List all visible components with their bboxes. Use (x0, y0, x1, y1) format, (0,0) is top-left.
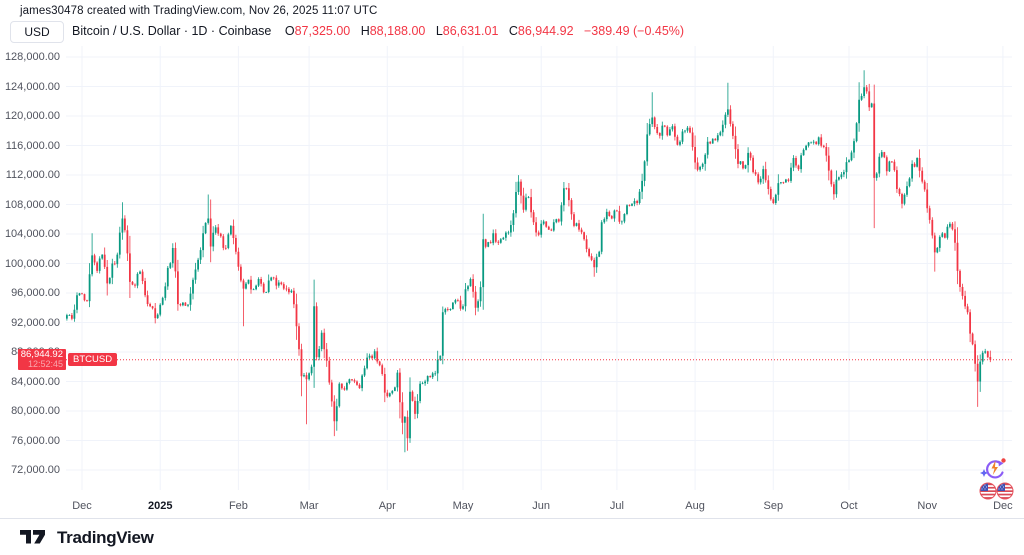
price-scale[interactable]: 128,000.00 124,000.00 120,000.00 116,000.00… (0, 42, 62, 502)
y-axis-label: 120,000.00 (4, 110, 60, 122)
x-axis-label: Aug (685, 500, 705, 512)
x-axis-label: Mar (299, 500, 319, 512)
x-axis-label: 2025 (147, 500, 173, 512)
tradingview-logo[interactable]: TradingView (20, 528, 154, 548)
ohlc-close: C86,944.92 (508, 24, 574, 38)
y-axis-label: 128,000.00 (4, 51, 60, 63)
x-axis-label: Oct (840, 500, 858, 512)
x-axis-label: Feb (228, 500, 248, 512)
x-axis-label: Jun (532, 500, 551, 512)
y-axis-label: 124,000.00 (4, 80, 60, 93)
x-axis-label: Dec (72, 500, 92, 512)
price-chart-pane[interactable]: 128,000.00 124,000.00 120,000.00 116,000.00… (0, 42, 1024, 518)
ohlc-open: O87,325.00 (284, 24, 351, 38)
y-axis-label: 76,000.00 (11, 434, 60, 447)
y-axis-label: 100,000.00 (4, 257, 60, 270)
y-axis-label: 112,000.00 (5, 169, 60, 181)
usa-flag-icon (996, 482, 1014, 500)
tradingview-logo-text: TradingView (57, 527, 154, 547)
tradingview-logo-icon (20, 530, 45, 544)
symbol-title[interactable]: Bitcoin / U.S. Dollar · 1D · Coinbase (72, 24, 272, 38)
x-axis-label: Sep (763, 500, 784, 512)
usa-flag-icon (979, 482, 997, 500)
candlestick-canvas[interactable] (0, 42, 1024, 518)
y-axis-label: 104,000.00 (4, 228, 60, 240)
attribution-text: james30478 created with TradingView.com,… (20, 5, 378, 17)
last-price-value: 86,944.92 (20, 349, 63, 361)
chart-stickers (972, 456, 1016, 500)
symbol-chip: BTCUSD (68, 353, 118, 367)
bar-countdown: 12:52:45 (27, 359, 63, 370)
y-axis-label: 92,000.00 (11, 316, 60, 329)
ohlc-low: L86,631.01 (435, 24, 499, 38)
currency-button[interactable]: USD (10, 21, 64, 43)
ohlc-high: H88,188.00 (360, 24, 426, 38)
y-axis-label: 80,000.00 (11, 405, 60, 417)
chart-legend: Bitcoin / U.S. Dollar · 1D · Coinbase O8… (72, 24, 684, 38)
footer-bar: TradingView (0, 518, 1024, 555)
y-axis-label: 96,000.00 (11, 287, 60, 299)
x-axis-label: May (452, 500, 474, 512)
price-change: −389.49 (−0.45%) (584, 24, 685, 38)
x-axis-label: Nov (917, 500, 937, 512)
y-axis-label: 72,000.00 (11, 464, 60, 476)
x-axis-label: Dec (993, 500, 1013, 512)
x-axis-label: Jul (609, 500, 624, 512)
time-scale[interactable]: Dec 2025 Feb Mar Apr May Jun Jul Aug Sep Oct Nov Dec (0, 500, 1024, 518)
y-axis-label: 116,000.00 (5, 139, 60, 152)
flash-refresh-icon (980, 458, 1006, 479)
y-axis-label: 84,000.00 (11, 375, 60, 388)
last-price-axis-label: 86,944.92 12:52:45 (18, 349, 66, 371)
y-axis-label: 108,000.00 (4, 198, 60, 211)
x-axis-label: Apr (378, 500, 396, 512)
